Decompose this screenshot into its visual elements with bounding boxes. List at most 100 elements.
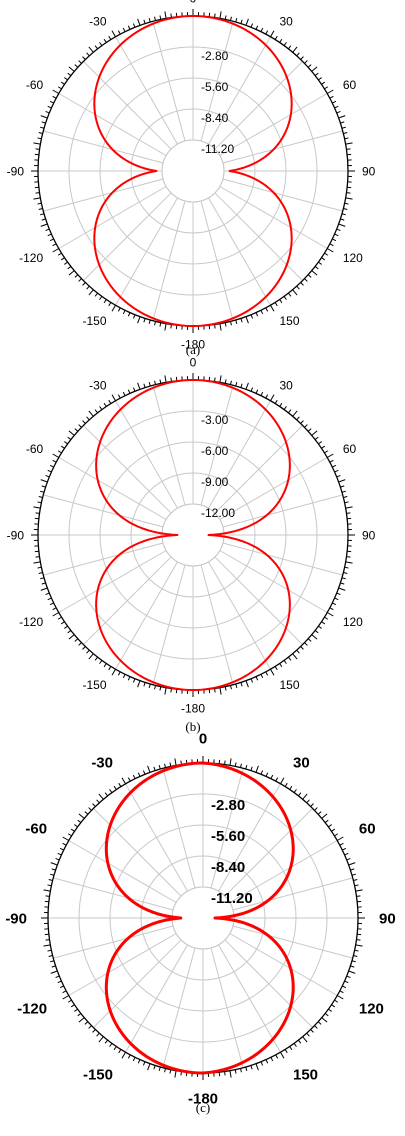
angle-tick xyxy=(169,762,172,767)
angle-tick xyxy=(348,862,356,866)
angle-tick xyxy=(334,597,339,601)
angle-tick xyxy=(55,857,60,861)
grid-spoke xyxy=(208,36,271,145)
grid-spoke xyxy=(83,192,172,281)
angle-tick xyxy=(326,612,334,617)
angle-tick xyxy=(113,1046,117,1051)
angle-tick xyxy=(41,218,46,221)
angle-tick xyxy=(283,296,287,300)
angle-tick xyxy=(45,592,50,596)
angle-tick xyxy=(111,668,116,676)
angle-tick xyxy=(68,634,75,640)
angle-tick xyxy=(159,15,162,20)
angle-tick xyxy=(132,314,136,319)
angle-tick xyxy=(159,686,162,691)
grid-spoke xyxy=(208,197,271,306)
angle-tick xyxy=(245,316,249,324)
angle-tick xyxy=(265,671,269,676)
angle-tick xyxy=(96,1032,100,1037)
angle-tick xyxy=(240,763,242,768)
ring-label: -5.60 xyxy=(211,828,245,845)
angle-tick xyxy=(64,625,68,629)
angle-tick xyxy=(293,789,297,793)
angle-tick xyxy=(64,77,68,81)
angle-tick xyxy=(41,485,46,488)
angle-tick xyxy=(260,1061,264,1066)
angle-tick xyxy=(302,1036,308,1043)
grid-spoke xyxy=(218,944,281,1053)
angle-tick xyxy=(314,1025,318,1029)
angle-tick xyxy=(78,278,82,282)
angle-tick xyxy=(345,561,353,564)
angle-tick xyxy=(122,674,126,679)
grid-spoke xyxy=(58,550,167,613)
grid-spoke xyxy=(224,808,313,897)
angle-label: -120 xyxy=(19,251,43,265)
angle-tick xyxy=(43,889,51,892)
angle-tick xyxy=(304,60,308,64)
angle-label: -120 xyxy=(17,1000,47,1017)
grid-spoke xyxy=(222,494,343,528)
angle-tick xyxy=(50,862,58,866)
angle-label: 30 xyxy=(280,14,294,28)
angle-tick xyxy=(245,765,248,770)
angle-tick xyxy=(64,261,68,265)
angle-tick xyxy=(164,1068,166,1073)
angle-label: 30 xyxy=(280,378,294,392)
angle-tick xyxy=(270,30,275,38)
angle-tick xyxy=(275,1054,279,1059)
angle-tick xyxy=(260,674,264,679)
angle-tick xyxy=(343,572,348,574)
angle-tick xyxy=(255,765,259,773)
angle-tick xyxy=(343,496,348,498)
angle-tick xyxy=(33,142,41,145)
angle-tick xyxy=(331,828,336,832)
angle-tick xyxy=(288,45,292,50)
grid-spoke xyxy=(152,200,186,321)
angle-tick xyxy=(260,310,264,315)
angle-tick xyxy=(45,228,50,232)
angle-tick xyxy=(332,100,337,104)
angle-tick xyxy=(328,1008,332,1012)
angle-tick xyxy=(310,1029,314,1033)
angle-tick xyxy=(108,302,112,307)
angle-tick xyxy=(52,459,57,463)
angle-tick xyxy=(342,847,347,851)
angle-tick xyxy=(153,766,156,771)
angle-tick xyxy=(132,1057,136,1062)
angle-tick xyxy=(137,772,141,777)
angle-tick xyxy=(344,852,349,856)
angle-tick xyxy=(321,445,326,449)
angle-tick xyxy=(345,506,353,509)
angle-tick xyxy=(341,490,346,493)
angle-tick xyxy=(255,312,259,317)
pattern-curve xyxy=(95,379,291,691)
angle-tick xyxy=(332,238,337,242)
angle-tick xyxy=(108,35,112,40)
angle-tick xyxy=(57,616,62,620)
angle-tick xyxy=(103,299,107,304)
grid-spoke xyxy=(222,178,343,212)
angle-tick xyxy=(346,192,351,194)
angle-tick xyxy=(296,285,300,290)
grid-spoke xyxy=(115,400,178,509)
angle-tick xyxy=(92,803,96,807)
angle-tick xyxy=(40,479,48,483)
angle-tick xyxy=(74,824,78,828)
angle-tick xyxy=(292,46,298,53)
angle-tick xyxy=(344,566,349,569)
polar-plot-b: 0 30 60 90 120 150 -180 -150 -120 -90 -60 -30 -3.00 -… xyxy=(7,355,376,715)
angle-tick xyxy=(298,792,302,797)
angle-label: 90 xyxy=(379,910,396,927)
angle-tick xyxy=(117,394,121,399)
angle-tick xyxy=(127,312,131,317)
angle-tick xyxy=(329,459,334,463)
angle-tick xyxy=(274,302,278,307)
angle-tick xyxy=(300,56,304,60)
angle-tick xyxy=(74,428,79,432)
angle-tick xyxy=(40,213,45,216)
angle-tick xyxy=(50,960,55,963)
angle-tick xyxy=(148,683,151,688)
angle-tick xyxy=(74,1008,78,1012)
angle-tick xyxy=(346,857,351,861)
